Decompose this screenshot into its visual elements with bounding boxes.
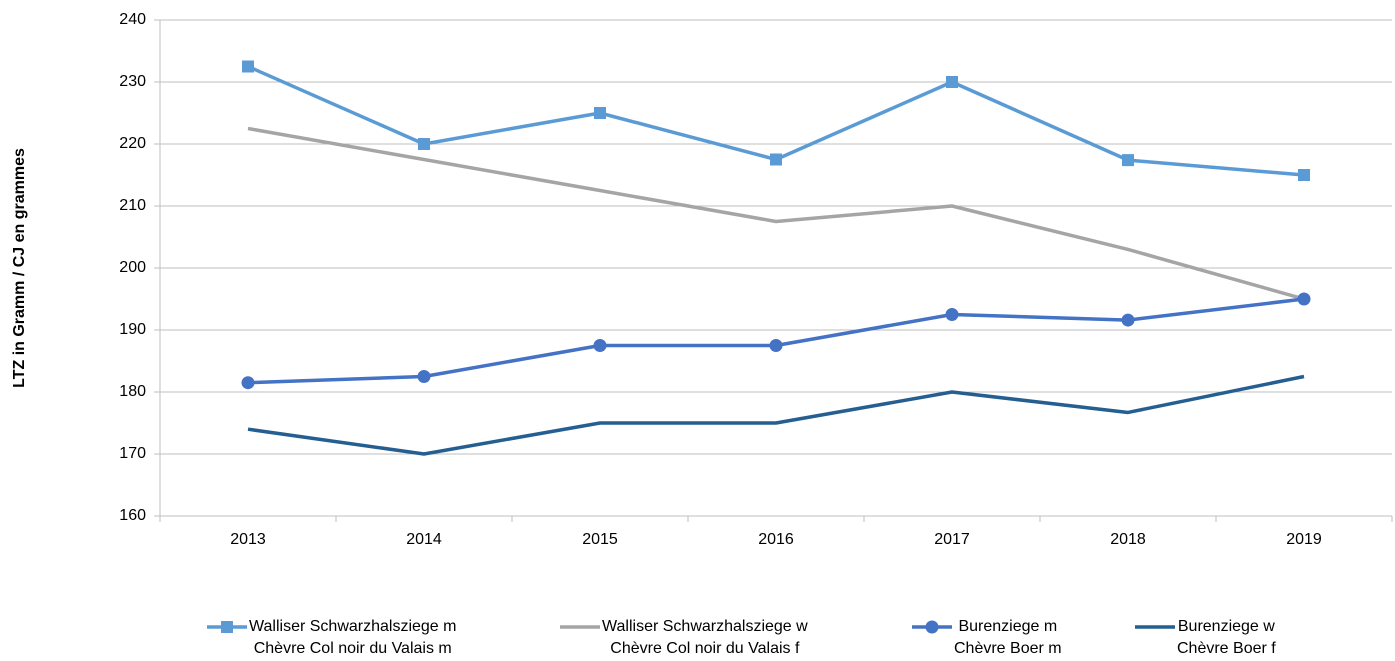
marker xyxy=(594,107,606,119)
marker xyxy=(945,308,959,321)
marker xyxy=(241,376,255,390)
series-line xyxy=(247,126,1305,301)
legend-swatch xyxy=(912,620,952,634)
legend: Walliser Schwarzhalsziege m Chèvre Col n… xyxy=(0,616,1395,661)
y-tick-label: 170 xyxy=(119,445,146,462)
legend-label: Burenziege m Chèvre Boer m xyxy=(954,618,1062,657)
legend-label: Walliser Schwarzhalsziege w Chèvre Col n… xyxy=(602,618,808,657)
marker xyxy=(1298,169,1310,181)
marker xyxy=(221,621,233,633)
legend-item: Walliser Schwarzhalsziege m Chèvre Col n… xyxy=(207,616,456,660)
x-tick-label: 2018 xyxy=(1110,531,1146,548)
legend-label: Walliser Schwarzhalsziege m Chèvre Col n… xyxy=(249,618,457,657)
legend-swatch xyxy=(207,621,247,633)
legend-swatch xyxy=(560,625,600,629)
x-tick-label: 2019 xyxy=(1286,531,1322,548)
x-tick-label: 2014 xyxy=(406,531,442,548)
y-tick-label: 240 xyxy=(119,11,146,28)
y-tick-label: 200 xyxy=(119,259,146,276)
y-tick-label: 230 xyxy=(119,73,146,90)
y-tick-label: 160 xyxy=(119,507,146,524)
marker xyxy=(418,138,430,150)
y-tick-label: 210 xyxy=(119,197,146,214)
y-tick-label: 180 xyxy=(119,383,146,400)
x-tick-label: 2017 xyxy=(934,531,970,548)
marker xyxy=(242,60,254,73)
marker xyxy=(1122,154,1134,167)
marker xyxy=(593,339,607,352)
marker xyxy=(769,339,783,352)
y-tick-label: 220 xyxy=(119,135,146,152)
legend-item: Walliser Schwarzhalsziege w Chèvre Col n… xyxy=(560,616,808,660)
marker xyxy=(770,153,782,166)
marker xyxy=(1297,292,1311,306)
legend-swatch xyxy=(1135,625,1175,629)
legend-label: Burenziege w Chèvre Boer f xyxy=(1177,618,1276,657)
marker xyxy=(1121,313,1135,327)
legend-item: Burenziege w Chèvre Boer f xyxy=(1135,616,1276,660)
chart: LTZ in Gramm / CJ en grammes 160 170 180 19… xyxy=(11,11,1393,548)
x-tick-label: 2015 xyxy=(582,531,618,548)
x-tick-label: 2013 xyxy=(230,531,266,548)
x-tick-label: 2016 xyxy=(758,531,794,548)
series-line xyxy=(247,374,1305,456)
marker xyxy=(417,370,431,383)
marker xyxy=(925,620,939,634)
legend-item: Burenziege m Chèvre Boer m xyxy=(912,616,1062,660)
y-tick-label: 190 xyxy=(119,321,146,338)
marker xyxy=(946,76,958,88)
y-axis-label: LTZ in Gramm / CJ en grammes xyxy=(11,148,28,388)
